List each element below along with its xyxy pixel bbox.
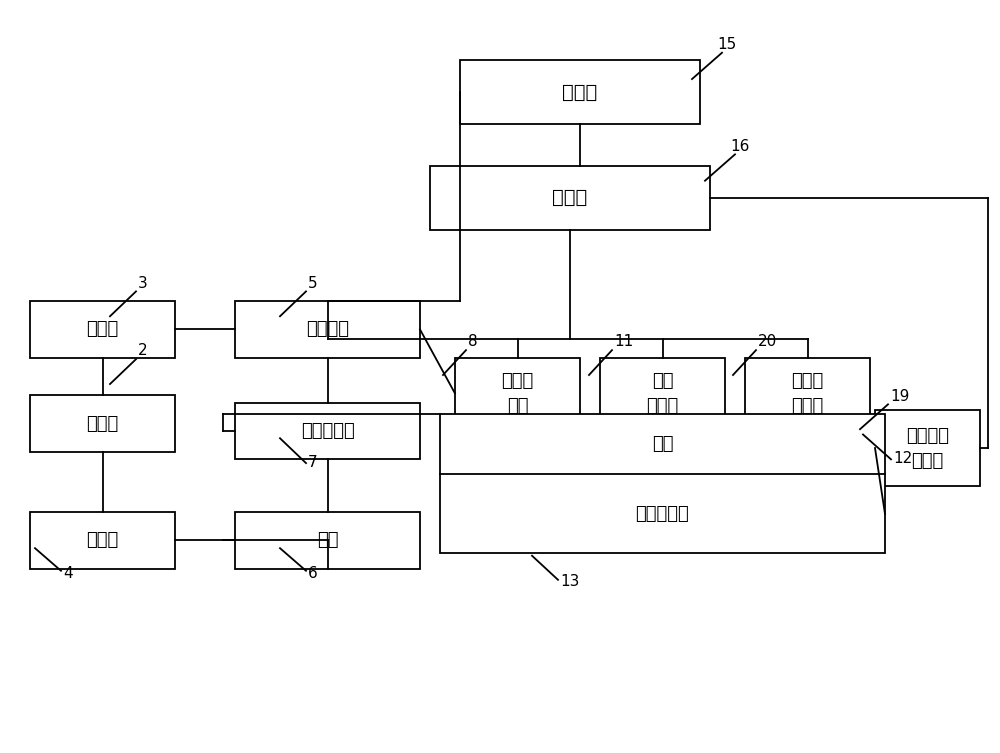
Bar bbox=[875, 410, 980, 486]
Text: 温湿度
传感器: 温湿度 传感器 bbox=[791, 372, 824, 415]
Text: 旋转铰支座: 旋转铰支座 bbox=[636, 505, 689, 523]
Text: 4: 4 bbox=[63, 566, 73, 581]
Bar bbox=[600, 358, 725, 429]
Text: 19: 19 bbox=[890, 389, 909, 404]
Bar bbox=[745, 358, 870, 429]
Text: 冷凝器: 冷凝器 bbox=[86, 415, 119, 432]
Bar bbox=[235, 403, 420, 459]
Text: 转换阀门: 转换阀门 bbox=[306, 321, 349, 338]
Bar bbox=[455, 358, 580, 429]
Bar bbox=[30, 512, 175, 569]
Text: 辐射蒸
发器: 辐射蒸 发器 bbox=[501, 372, 534, 415]
Text: 15: 15 bbox=[717, 37, 736, 52]
Text: 运算器: 运算器 bbox=[562, 83, 598, 102]
Text: 7: 7 bbox=[308, 455, 318, 470]
Text: 13: 13 bbox=[560, 574, 579, 589]
Text: 支架: 支架 bbox=[652, 435, 673, 453]
Text: 第一蒸发器: 第一蒸发器 bbox=[301, 422, 354, 440]
Bar bbox=[235, 512, 420, 569]
Text: 压缩机: 压缩机 bbox=[86, 532, 119, 549]
Text: 5: 5 bbox=[308, 276, 318, 291]
Bar bbox=[430, 166, 710, 230]
Text: 角度调整
执行器: 角度调整 执行器 bbox=[906, 426, 949, 470]
Text: 2: 2 bbox=[138, 343, 148, 358]
Text: 节流阀: 节流阀 bbox=[86, 321, 119, 338]
Text: 3: 3 bbox=[138, 276, 148, 291]
Text: 12: 12 bbox=[893, 451, 912, 466]
Bar bbox=[440, 414, 885, 553]
Text: 存储器: 存储器 bbox=[552, 188, 588, 207]
Text: 6: 6 bbox=[308, 566, 318, 581]
Text: 16: 16 bbox=[730, 139, 749, 154]
Bar bbox=[30, 301, 175, 358]
Text: 11: 11 bbox=[614, 334, 633, 349]
Text: 红外
测距仪: 红外 测距仪 bbox=[646, 372, 679, 415]
Bar bbox=[30, 395, 175, 452]
Bar bbox=[235, 301, 420, 358]
Text: 20: 20 bbox=[758, 334, 777, 349]
Text: 8: 8 bbox=[468, 334, 478, 349]
Text: 风扇: 风扇 bbox=[317, 532, 338, 549]
Bar bbox=[460, 60, 700, 124]
